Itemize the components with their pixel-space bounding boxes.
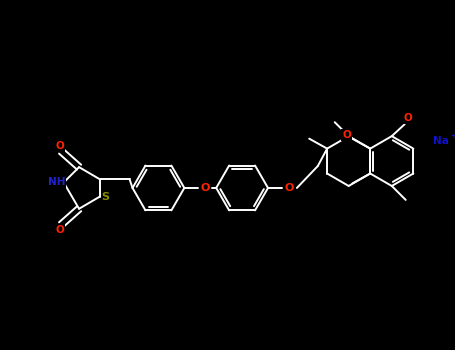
Text: O: O <box>342 130 351 140</box>
Text: O: O <box>403 113 412 123</box>
Text: O: O <box>56 225 65 235</box>
Text: +: + <box>450 133 455 139</box>
Text: O: O <box>284 183 293 193</box>
Text: O: O <box>201 183 210 193</box>
Text: NH: NH <box>48 177 66 188</box>
Text: O: O <box>56 141 65 151</box>
Text: Na: Na <box>433 136 449 146</box>
Text: S: S <box>101 192 110 202</box>
